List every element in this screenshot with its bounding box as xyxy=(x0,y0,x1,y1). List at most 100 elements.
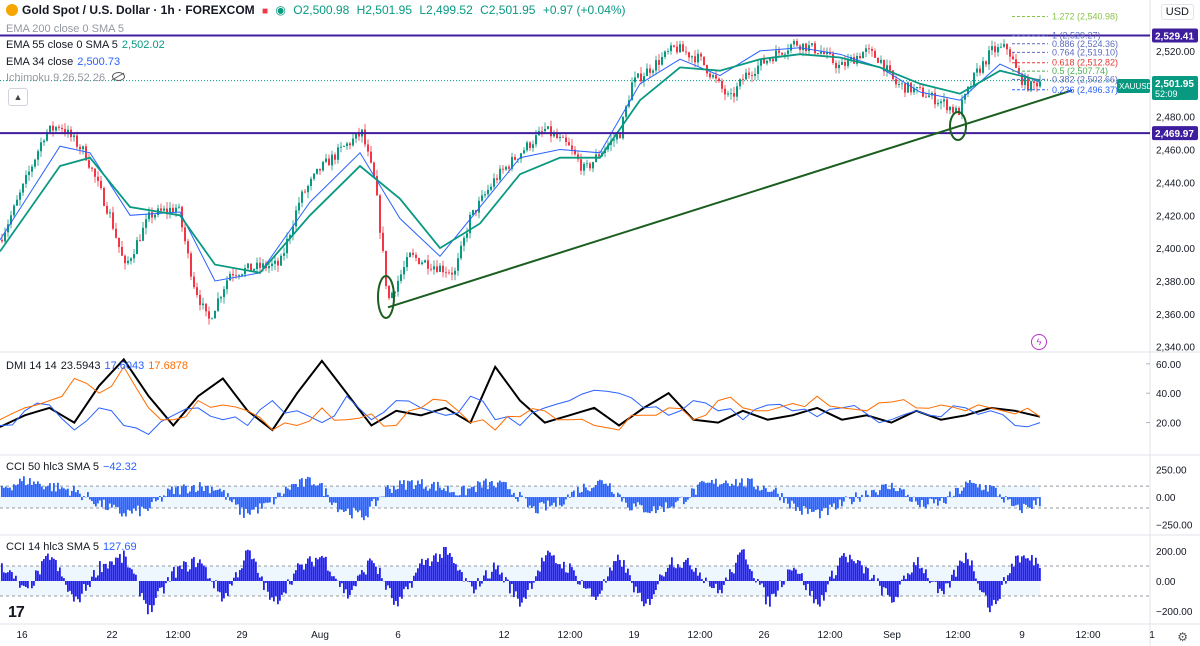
cci50-bar xyxy=(181,486,183,498)
cci14-bar xyxy=(821,581,823,596)
cci50-bar xyxy=(201,486,203,498)
cci50-bar xyxy=(871,490,873,498)
cci14-bar xyxy=(287,579,289,581)
cci50-bar xyxy=(977,487,979,498)
cci50-bar xyxy=(801,497,803,515)
cci14-bar xyxy=(809,581,811,596)
cci50-bar xyxy=(357,497,359,513)
cci50-bar xyxy=(949,491,951,498)
cci50-bar xyxy=(25,485,27,498)
cci14-bar xyxy=(913,562,915,581)
candle-body xyxy=(547,126,549,129)
hidden-eye-icon[interactable] xyxy=(112,72,126,81)
cci50-bar xyxy=(637,497,639,503)
ema55-legend[interactable]: EMA 55 close 0 SMA 5 2,502.02 xyxy=(6,39,169,51)
cci50-bar xyxy=(703,481,705,498)
cci14-bar xyxy=(635,581,637,587)
cci50-bar xyxy=(131,497,133,514)
cci14-bar xyxy=(515,581,517,592)
ichimoku-legend[interactable]: Ichimoku 9 26 52 26 xyxy=(6,72,129,84)
candle-body xyxy=(343,146,345,147)
currency-selector[interactable]: USD xyxy=(1160,4,1194,20)
cci14-bar xyxy=(689,565,691,581)
cci14-bar xyxy=(993,581,995,600)
candle-body xyxy=(766,60,768,64)
cci14-bar xyxy=(257,572,259,581)
cci14-bar xyxy=(659,574,661,581)
cci50-bar xyxy=(261,497,263,509)
cci14-bar xyxy=(527,581,529,590)
flag-icon[interactable]: ■ xyxy=(262,6,269,17)
cci50-bar xyxy=(353,497,355,508)
cci50-bar xyxy=(159,496,161,498)
cci50-bar xyxy=(7,487,9,498)
cci14-bar xyxy=(73,581,75,602)
ema34-legend[interactable]: EMA 34 close 2,500.73 xyxy=(6,56,124,68)
cci50-bar xyxy=(751,478,753,498)
cci14-bar xyxy=(395,581,397,601)
cci50-bar xyxy=(805,497,807,508)
trendline-anchor-ellipse xyxy=(377,275,395,319)
fib-level-label: 0.618 (2,512.82) xyxy=(1052,58,1118,68)
cci14-bar xyxy=(965,552,967,581)
cci50-bar xyxy=(461,486,463,498)
cci50-bar xyxy=(485,478,487,498)
cci50-bar xyxy=(989,484,991,498)
cci50-bar xyxy=(803,497,805,507)
cci14-bar xyxy=(327,570,329,581)
cci14-bar xyxy=(141,581,143,594)
x-tick-label: 12 xyxy=(498,630,510,641)
cci50-bar xyxy=(15,485,17,498)
cci50-legend[interactable]: CCI 50 hlc3 SMA 5 −42.32 xyxy=(6,461,141,473)
candle-body xyxy=(247,263,249,269)
cci50-bar xyxy=(653,497,655,507)
lightning-icon[interactable]: ϟ xyxy=(1031,334,1047,350)
cci50-bar xyxy=(515,497,517,499)
cci14-bar xyxy=(171,571,173,581)
dmi-y-tick-label: 20.00 xyxy=(1156,419,1181,430)
cci14-bar xyxy=(399,581,401,597)
tradingview-logo-icon[interactable]: 17 xyxy=(8,604,25,621)
cci14-legend[interactable]: CCI 14 hlc3 SMA 5 127.69 xyxy=(6,541,141,553)
candle-body xyxy=(526,142,528,151)
collapse-legend-button[interactable]: ▲ xyxy=(8,88,28,106)
cci14-bar xyxy=(959,560,961,581)
cci14-bar xyxy=(573,570,575,581)
cci14-bar xyxy=(423,564,425,581)
cci50-bar xyxy=(1011,497,1013,506)
candle-body xyxy=(523,150,525,154)
cci50-bar xyxy=(389,488,391,498)
cci14-histogram xyxy=(1,546,1041,615)
cci14-bar xyxy=(301,564,303,581)
candle-body xyxy=(493,178,495,187)
cci50-bar xyxy=(489,481,491,498)
cci50-bar xyxy=(939,497,941,501)
candle-body xyxy=(982,61,984,73)
cci50-bar xyxy=(67,488,69,498)
ema55-value: 2,502.02 xyxy=(121,39,165,51)
cci50-bar xyxy=(1033,497,1035,501)
cci50-bar xyxy=(223,490,225,498)
cci14-y-tick-label: −200.00 xyxy=(1156,607,1193,618)
cci14-bar xyxy=(829,576,831,581)
cci50-bar xyxy=(457,495,459,498)
cci50-bar xyxy=(117,497,119,508)
symbol-tag xyxy=(1117,79,1150,93)
dmi-legend[interactable]: DMI 14 14 23.5943 17.6043 17.6878 xyxy=(6,360,192,372)
cci50-bar xyxy=(809,497,811,510)
cci14-bar xyxy=(331,576,333,581)
x-tick-label: 26 xyxy=(758,630,770,641)
cci14-bar xyxy=(915,565,917,581)
cci14-bar xyxy=(735,562,737,581)
settings-gear-icon[interactable]: ⚙ xyxy=(1177,630,1188,644)
candle-body xyxy=(178,206,180,208)
cci50-bar xyxy=(199,482,201,498)
cci14-bar xyxy=(19,581,21,588)
cci14-bar xyxy=(11,572,13,581)
ema200-legend[interactable]: EMA 200 close 0 SMA 5 xyxy=(6,23,128,35)
candle-body xyxy=(220,297,222,299)
symbol-title[interactable]: Gold Spot / U.S. Dollar · 1h · FOREXCOM xyxy=(22,3,255,17)
cci14-bar xyxy=(501,572,503,581)
fib-level-label: 1 (2,529.27) xyxy=(1052,31,1101,41)
